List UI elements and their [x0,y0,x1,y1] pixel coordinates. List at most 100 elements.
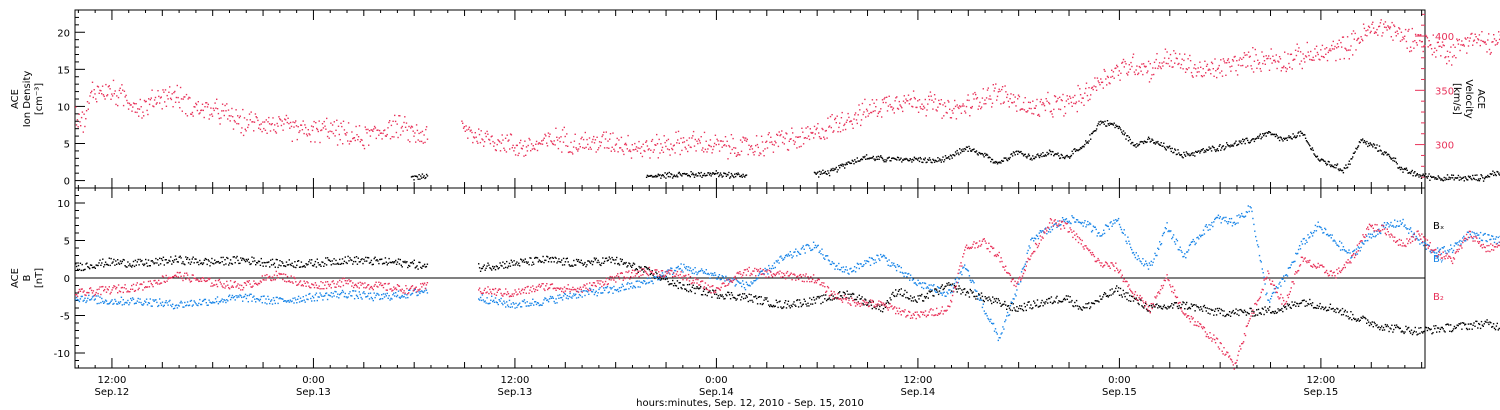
bx-point [1493,327,1496,329]
bx-point [853,293,855,295]
density-point [961,150,963,153]
bx-point [154,262,156,264]
bx-point [631,266,633,268]
velocity-point [1177,63,1179,66]
bx-point [1065,295,1068,297]
density-point [417,178,419,180]
by-point [255,301,257,303]
density-point [1226,144,1229,146]
density-point [842,165,844,167]
velocity-point [592,138,594,141]
density-point [720,174,722,176]
density-point [1310,148,1312,150]
velocity-point [1003,101,1005,103]
bx-point [1346,311,1348,313]
density-point [1162,145,1164,147]
velocity-point [240,132,242,134]
by-point [425,289,428,291]
bx-point [231,263,234,265]
velocity-point [1387,25,1389,27]
velocity-point [331,130,333,133]
velocity-point [158,95,160,98]
by-point [90,298,93,300]
bx-point [1098,301,1100,303]
density-point [683,172,686,175]
by-point [531,302,533,305]
bx-point [1271,310,1274,313]
density-point [938,158,941,160]
bx-point [649,273,651,276]
velocity-point [1268,69,1271,71]
velocity-point [982,88,984,90]
by-point [314,294,317,296]
velocity-point [327,131,330,133]
bx-point [1423,330,1426,332]
velocity-point [558,137,560,139]
bx-point [290,264,292,267]
bx-point [1116,285,1118,287]
density-point [1338,169,1340,172]
bx-point [1387,325,1389,328]
bx-point [403,261,405,264]
by-point [534,301,537,303]
velocity-point [1441,41,1444,43]
velocity-point [115,103,117,106]
velocity-point [839,131,842,133]
by-point [238,296,240,298]
bx-point [305,263,307,265]
bx-point [1030,304,1032,306]
bx-point [1316,304,1318,307]
density-point [1089,134,1091,136]
velocity-point [1233,56,1235,58]
velocity-point [865,108,868,110]
velocity-point [268,123,271,125]
density-point [931,161,933,164]
velocity-point [875,106,877,108]
velocity-point [707,148,709,150]
by-point [291,300,293,302]
density-point [1180,154,1183,156]
density-point [835,166,837,169]
velocity-point [896,96,898,98]
velocity-point [505,151,508,153]
density-point [1292,133,1294,135]
bx-point [774,305,776,307]
density-point [1282,140,1284,142]
density-point [828,174,831,177]
by-point [146,304,149,306]
bx-point [865,299,867,301]
density-point [1246,137,1248,139]
velocity-point [1002,102,1005,104]
velocity-point [781,130,783,132]
density-point [928,159,930,161]
bx-point [287,264,290,266]
density-point [822,169,824,171]
density-point [1200,149,1203,151]
bottom-ytick-label: -5 [60,312,70,323]
velocity-point [1138,65,1141,68]
bx-point [1354,318,1357,320]
bx-point [1034,305,1037,307]
velocity-point [896,107,899,110]
bx-point [490,267,492,270]
bx-point [1227,313,1229,316]
velocity-point [1184,71,1187,73]
bx-point [1110,294,1112,296]
velocity-point [598,141,601,143]
bx-point [1166,308,1168,310]
velocity-point [1013,101,1015,103]
density-point [1137,145,1139,147]
bx-point [113,258,115,261]
density-point [1481,175,1483,177]
by-point [400,296,402,298]
top-right-ytick-label: 400 [1435,32,1454,43]
by-point [381,294,383,296]
density-point [1274,135,1277,138]
velocity-point [504,149,506,151]
bx-point [700,294,703,296]
velocity-point [349,140,351,142]
by-point [550,297,553,299]
bx-point [1343,311,1346,313]
velocity-point [399,134,402,136]
velocity-point [1208,68,1210,70]
